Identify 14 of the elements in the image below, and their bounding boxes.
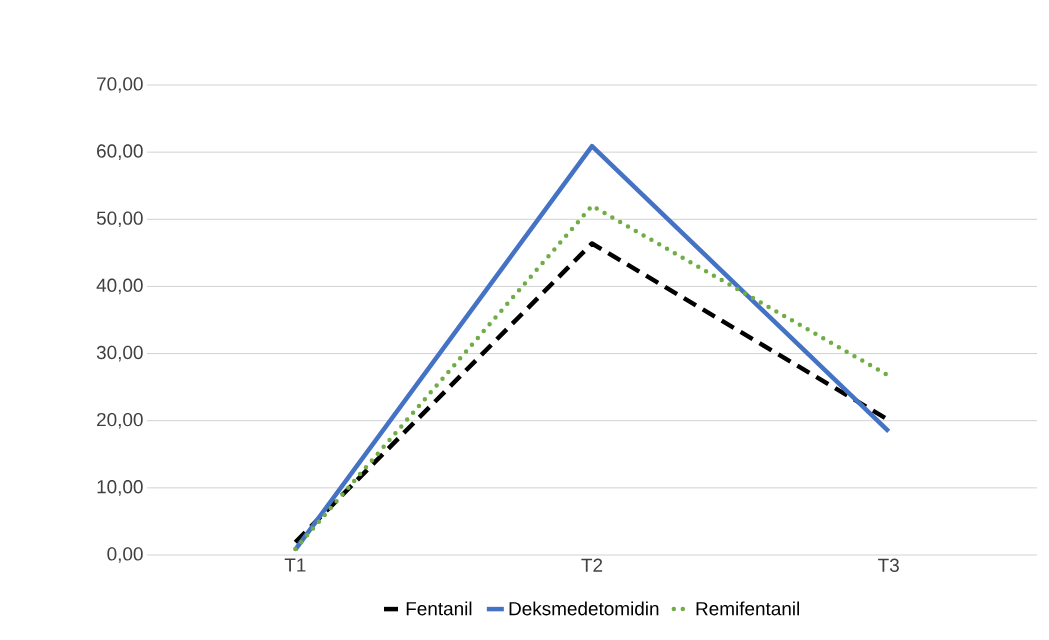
y-tick-label: 10,00	[97, 480, 143, 496]
y-tick-label: 70,00	[97, 77, 143, 93]
y-tick-label: 30,00	[96, 345, 143, 362]
y-tick-label: 20,00	[97, 412, 143, 429]
y-tick-label: 40,00	[96, 278, 143, 295]
y-tick-label: 50,00	[96, 211, 143, 228]
x-tick-label: T1	[284, 558, 306, 572]
x-tick-label: T2	[581, 558, 603, 572]
legend-label: Fentanil	[406, 601, 472, 616]
y-tick-label: 60,00	[97, 144, 143, 160]
legend-label: Remifentanil	[696, 601, 799, 616]
y-tick-label: 0,00	[107, 547, 143, 563]
x-tick-label: T3	[878, 558, 899, 572]
legend-label: Deksmedetomidin	[509, 601, 659, 616]
